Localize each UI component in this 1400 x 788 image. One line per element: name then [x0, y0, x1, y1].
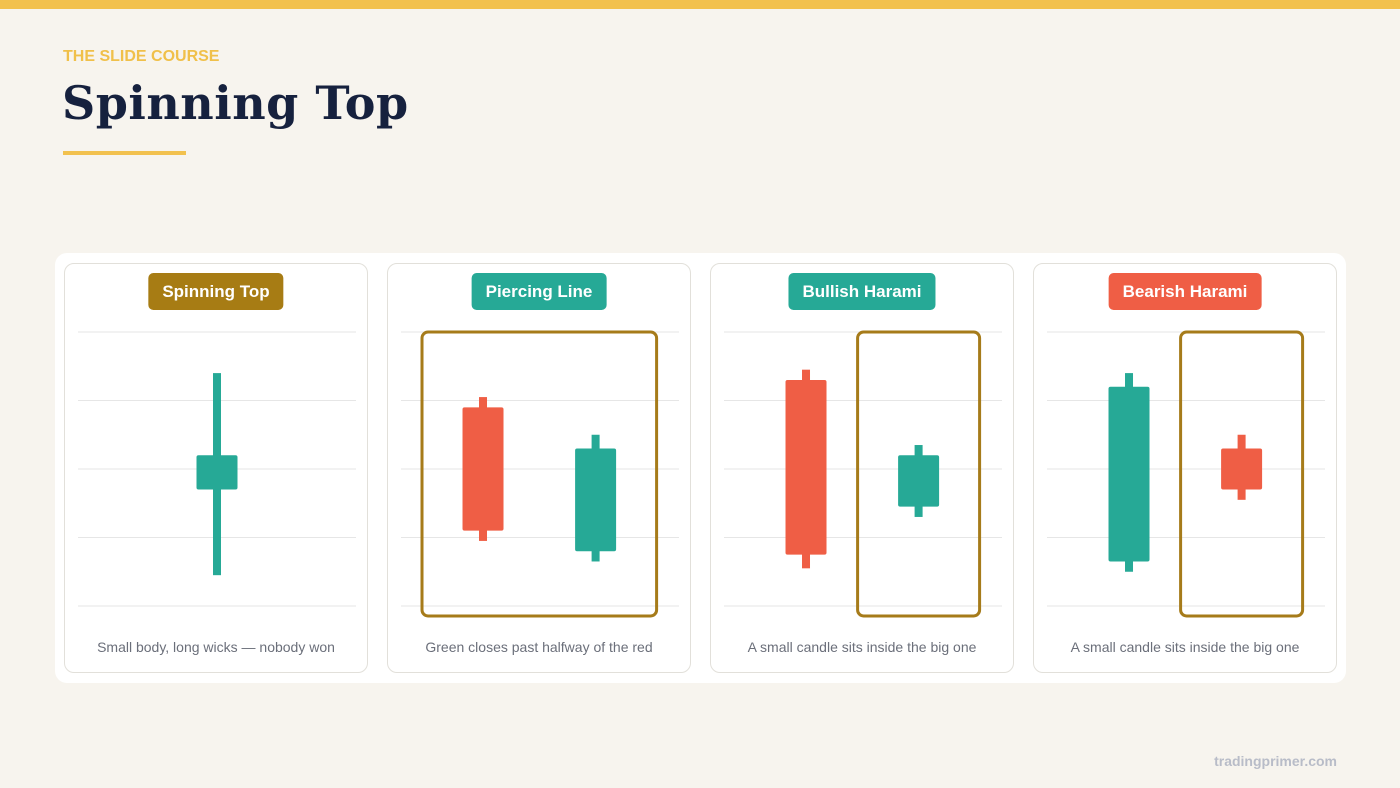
pattern-badge: Spinning Top [148, 273, 284, 310]
pattern-card: Bearish Harami A small candle sits inside… [1033, 263, 1337, 673]
pattern-card: Piercing Line Green closes past halfway o… [387, 263, 691, 673]
pattern-caption: Green closes past halfway of the red [425, 639, 653, 655]
candle-chart [78, 331, 356, 607]
pattern-card: Spinning Top Small body, long wicks — nob… [64, 263, 368, 673]
highlight-frame [856, 330, 982, 618]
title: Spinning Top [62, 76, 409, 130]
highlight-frame [1179, 330, 1305, 618]
footer: tradingprimer.com [1214, 753, 1337, 769]
candle-chart [724, 330, 1002, 618]
eyebrow: THE SLIDE COURSE [63, 48, 220, 65]
candle-body [785, 379, 827, 555]
pattern-badge: Bearish Harami [1108, 273, 1262, 310]
candle-body [1221, 448, 1263, 490]
top-bar [0, 0, 1400, 9]
title-rule [63, 151, 186, 155]
candle-body [1108, 386, 1150, 562]
candle-body [898, 455, 940, 507]
candle-chart [401, 330, 679, 618]
highlight-frame [420, 330, 659, 618]
pattern-caption: A small candle sits inside the big one [1070, 639, 1300, 655]
pattern-card: Bullish Harami A small candle sits inside… [710, 263, 1014, 673]
pattern-caption: A small candle sits inside the big one [747, 639, 977, 655]
candle-chart [1047, 330, 1325, 618]
candle-body [575, 448, 617, 552]
candle-body [462, 407, 504, 531]
pattern-badge: Piercing Line [471, 273, 607, 310]
pattern-badge: Bullish Harami [788, 273, 936, 310]
pattern-caption: Small body, long wicks — nobody won [97, 639, 335, 655]
candle-body [196, 455, 238, 490]
